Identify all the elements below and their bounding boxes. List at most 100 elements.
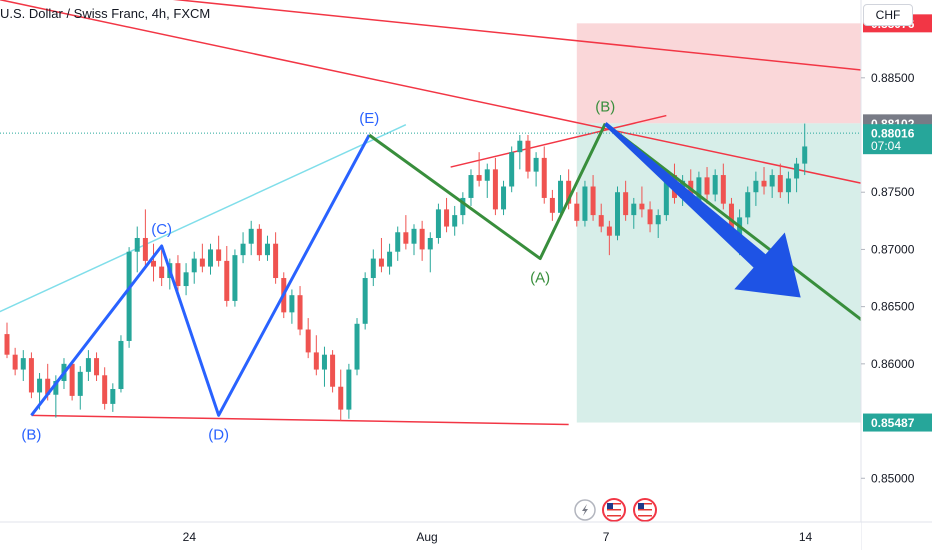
candle[interactable]	[753, 171, 759, 206]
candle[interactable]	[256, 224, 262, 261]
candle[interactable]	[403, 215, 409, 250]
candle[interactable]	[321, 346, 327, 387]
candle[interactable]	[639, 186, 645, 218]
candle[interactable]	[419, 220, 425, 261]
candle[interactable]	[468, 169, 474, 206]
candle[interactable]	[476, 152, 482, 187]
candle[interactable]	[460, 192, 466, 225]
green-wave-path[interactable]	[368, 122, 607, 261]
candle[interactable]	[354, 318, 360, 376]
candle[interactable]	[745, 186, 751, 225]
candle[interactable]	[794, 157, 800, 193]
candle[interactable]	[151, 243, 157, 282]
candle[interactable]	[191, 251, 197, 284]
candle[interactable]	[712, 169, 718, 202]
candle[interactable]	[704, 167, 710, 204]
candle[interactable]	[720, 163, 726, 210]
candle[interactable]	[655, 209, 661, 238]
candle[interactable]	[558, 175, 564, 218]
candle[interactable]	[134, 226, 140, 273]
flat-support-line[interactable]	[31, 414, 569, 426]
candle[interactable]	[94, 352, 100, 382]
candle[interactable]	[289, 289, 295, 324]
candle[interactable]	[338, 369, 344, 422]
candle[interactable]	[232, 249, 238, 307]
candle[interactable]	[297, 286, 303, 336]
candle[interactable]	[435, 203, 441, 244]
candle[interactable]	[110, 383, 116, 412]
candle[interactable]	[541, 146, 547, 204]
stop-loss-zone[interactable]	[576, 23, 883, 124]
blue-wave-path[interactable]	[30, 134, 371, 417]
candle[interactable]	[362, 272, 368, 330]
candle[interactable]	[395, 226, 401, 261]
currency-button[interactable]: CHF	[863, 4, 913, 26]
candle[interactable]	[777, 163, 783, 198]
rising-support-line[interactable]	[0, 124, 407, 316]
projection-line[interactable]	[604, 122, 888, 340]
candle[interactable]	[4, 322, 10, 359]
candle[interactable]	[411, 224, 417, 256]
candle[interactable]	[118, 335, 124, 393]
candle[interactable]	[142, 209, 148, 267]
candle[interactable]	[444, 197, 450, 233]
candle[interactable]	[598, 203, 604, 233]
candle[interactable]	[387, 243, 393, 275]
candle[interactable]	[216, 235, 222, 267]
candle[interactable]	[12, 347, 18, 376]
candle[interactable]	[313, 335, 319, 376]
candle[interactable]	[452, 205, 458, 236]
candle[interactable]	[224, 245, 230, 307]
candle[interactable]	[378, 237, 384, 273]
candle[interactable]	[264, 235, 270, 261]
upper-channel-line[interactable]	[0, 0, 883, 73]
candle[interactable]	[631, 197, 637, 229]
candle[interactable]	[623, 180, 629, 221]
candle[interactable]	[370, 249, 376, 287]
candle[interactable]	[20, 350, 26, 382]
candle[interactable]	[126, 247, 132, 348]
candle[interactable]	[525, 135, 531, 179]
candle[interactable]	[785, 171, 791, 204]
candle[interactable]	[305, 318, 311, 359]
candle[interactable]	[769, 169, 775, 198]
time-axis[interactable]	[0, 522, 861, 550]
candle[interactable]	[330, 350, 336, 393]
price-axis[interactable]	[861, 0, 932, 550]
candle[interactable]	[509, 146, 515, 193]
down-arrow[interactable]	[604, 122, 801, 298]
candle[interactable]	[102, 367, 108, 410]
candle[interactable]	[484, 163, 490, 198]
candle[interactable]	[492, 157, 498, 216]
candle[interactable]	[427, 232, 433, 273]
candle[interactable]	[85, 350, 91, 382]
candle[interactable]	[549, 189, 555, 221]
candle[interactable]	[615, 186, 620, 241]
candle[interactable]	[517, 135, 523, 170]
candle[interactable]	[501, 180, 507, 216]
descending-resistance-line[interactable]	[0, 0, 883, 189]
candle[interactable]	[248, 220, 254, 256]
candle[interactable]	[582, 180, 588, 227]
candle[interactable]	[175, 255, 181, 293]
candle[interactable]	[590, 175, 596, 221]
candle[interactable]	[606, 220, 612, 256]
candle[interactable]	[69, 360, 75, 401]
candle[interactable]	[761, 167, 767, 195]
us-flag-icon[interactable]	[602, 498, 626, 522]
candle[interactable]	[199, 243, 205, 273]
lightning-icon[interactable]	[574, 499, 596, 521]
candle[interactable]	[77, 366, 83, 410]
candle[interactable]	[802, 123, 808, 176]
candle[interactable]	[647, 201, 653, 233]
candle[interactable]	[28, 352, 34, 399]
candle[interactable]	[574, 192, 580, 227]
candle[interactable]	[346, 363, 352, 419]
candle[interactable]	[533, 152, 539, 187]
take-profit-zone[interactable]	[576, 123, 883, 423]
candle[interactable]	[240, 232, 246, 264]
candle[interactable]	[159, 249, 165, 287]
candle[interactable]	[183, 263, 189, 296]
